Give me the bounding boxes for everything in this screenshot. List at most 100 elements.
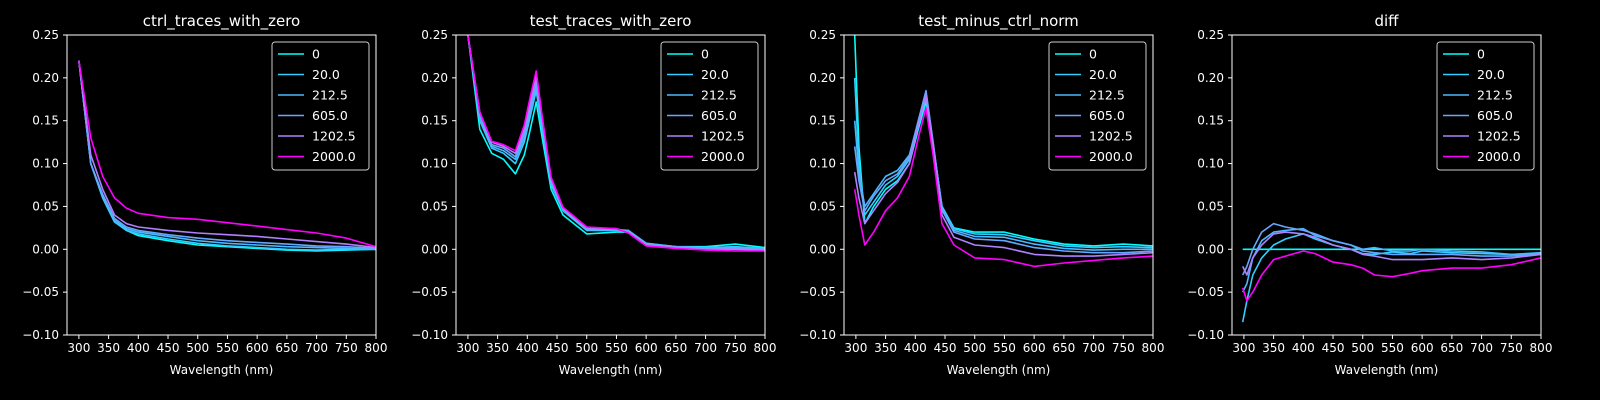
legend-label: 2000.0 [1477,149,1521,164]
x-axis-label: Wavelength (nm) [559,363,663,377]
y-tick-label: 0.05 [1197,199,1224,213]
x-tick-label: 450 [157,341,180,355]
x-tick-label: 450 [934,341,957,355]
x-tick-label: 450 [546,341,569,355]
x-tick-label: 500 [1351,341,1374,355]
x-tick-label: 800 [754,341,777,355]
series-line-2-6 [467,35,765,252]
x-axis-label: Wavelength (nm) [170,363,274,377]
y-tick-label: 0.20 [421,71,448,85]
x-tick-label: 400 [1292,341,1315,355]
y-tick-label: −0.05 [22,285,59,299]
x-tick-label: 750 [724,341,747,355]
legend-label: 1202.5 [1089,129,1133,144]
series-line-1-6 [78,60,376,248]
y-tick-label: 0.05 [421,199,448,213]
legend: 0 20.0 212.5 605.0 1202.5 2000.0 [660,41,759,171]
series-line-4-4 [1241,222,1541,276]
y-tick-label: 0.10 [1197,157,1224,171]
series-line-4-5 [1241,231,1541,276]
x-tick-label: 550 [605,341,628,355]
plot-frame [66,34,377,336]
legend-label: 20.0 [1089,67,1117,82]
legend-label: 605.0 [701,108,737,123]
y-tick-label: −0.10 [799,328,836,342]
legend-label: 2000.0 [312,149,356,164]
y-tick-label: 0.10 [32,157,59,171]
x-tick-label: 500 [963,341,986,355]
x-tick-label: 700 [305,341,328,355]
series-line-3-6 [853,107,1153,268]
x-tick-label: 600 [1023,341,1046,355]
chart-title: ctrl_traces_with_zero [143,12,300,31]
x-tick-label: 300 [67,341,90,355]
x-tick-label: 450 [1322,341,1345,355]
y-tick-label: 0.15 [421,114,448,128]
series-line-4-6 [1241,250,1541,302]
legend-label: 20.0 [312,67,340,82]
x-tick-label: 650 [1052,341,1075,355]
y-tick-label: 0.05 [809,199,836,213]
plot-frame [455,34,766,336]
y-tick-label: 0.25 [1197,28,1224,42]
series-line-4-2 [1241,233,1541,323]
y-tick-label: 0.25 [32,28,59,42]
x-tick-label: 400 [127,341,150,355]
x-tick-label: 700 [1082,341,1105,355]
x-tick-label: 500 [186,341,209,355]
series-line-3-5 [853,94,1153,257]
x-tick-label: 700 [1470,341,1493,355]
series-line-1-4 [78,60,376,250]
x-tick-label: 500 [575,341,598,355]
legend-label: 212.5 [1477,88,1513,103]
x-axis-label: Wavelength (nm) [1335,363,1439,377]
y-tick-label: −0.05 [1187,285,1224,299]
x-axis-label: Wavelength (nm) [947,363,1051,377]
x-tick-label: 550 [1381,341,1404,355]
legend-label: 2000.0 [701,149,745,164]
x-tick-label: 600 [1411,341,1434,355]
legend-label: 212.5 [1089,88,1125,103]
x-tick-label: 300 [456,341,479,355]
legend: 0 20.0 212.5 605.0 1202.5 2000.0 [271,41,370,171]
legend-label: 0 [312,47,320,62]
x-tick-label: 800 [365,341,388,355]
chart-panel-4: 300 350 400 450 500 550 600 650 700 750 800 −0.10 −0… [1187,12,1552,377]
x-tick-label: 600 [246,341,269,355]
legend: 0 20.0 212.5 605.0 1202.5 2000.0 [1436,41,1535,171]
legend: 0 20.0 212.5 605.0 1202.5 2000.0 [1048,41,1147,171]
y-tick-label: 0.00 [809,242,836,256]
x-tick-label: 800 [1530,341,1553,355]
legend-label: 1202.5 [701,129,745,144]
y-tick-label: 0.25 [421,28,448,42]
x-tick-label: 350 [486,341,509,355]
y-tick-label: −0.10 [411,328,448,342]
x-tick-label: 750 [1500,341,1523,355]
y-tick-label: 0.15 [809,114,836,128]
chart-panel-2: 300 350 400 450 500 550 600 650 700 750 800 −0.10 −0… [411,12,776,377]
plot-frame [843,34,1154,336]
x-tick-label: 350 [1262,341,1285,355]
chart-title: diff [1374,12,1399,30]
chart-panel-3: 300 350 400 450 500 550 600 650 700 750 800 −0.10 −0… [799,12,1164,377]
x-tick-label: 700 [694,341,717,355]
legend-label: 20.0 [701,67,729,82]
legend-label: 212.5 [701,88,737,103]
legend-label: 1202.5 [1477,129,1521,144]
x-tick-label: 650 [275,341,298,355]
y-tick-label: −0.05 [799,285,836,299]
plot-frame [1231,34,1542,336]
legend-label: 0 [1477,47,1485,62]
legend-label: 605.0 [312,108,348,123]
y-tick-label: −0.10 [22,328,59,342]
y-tick-label: 0.10 [421,157,448,171]
x-tick-label: 800 [1142,341,1165,355]
x-tick-label: 750 [335,341,358,355]
chart-title: test_minus_ctrl_norm [918,12,1079,31]
legend-label: 605.0 [1477,108,1513,123]
y-tick-label: 0.20 [32,71,59,85]
y-tick-label: 0.10 [809,157,836,171]
legend-label: 2000.0 [1089,149,1133,164]
y-tick-label: 0.15 [1197,114,1224,128]
